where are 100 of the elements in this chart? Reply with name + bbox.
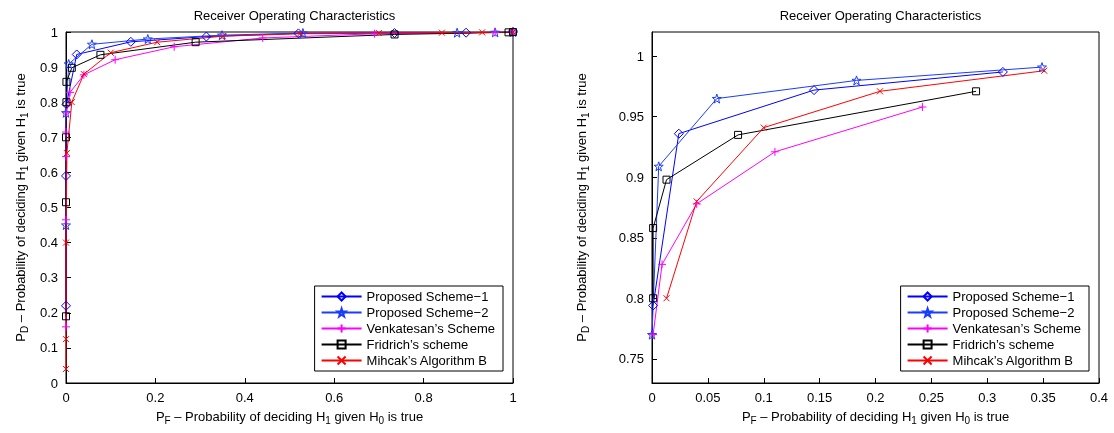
point [62,133,70,142]
legend-label: Fridrich’s scheme [366,337,469,352]
y-tick-label: 0.1 [39,340,58,356]
point [142,34,153,45]
chart-title: Receiver Operating Characteristics [193,8,396,23]
point [67,63,76,72]
point [734,130,743,139]
x-tick-label: 0 [62,390,70,405]
point [61,322,71,332]
x-tick-label: 0.15 [806,390,833,405]
x-tick-label: 0.4 [1089,390,1109,405]
x-tick-label: 0.6 [325,390,344,405]
legend-label: Fridrich’s scheme [952,337,1055,352]
y-axis-title: PD – Probability of deciding H1 given H1 is true [12,73,30,342]
x-tick-label: 1 [509,390,517,405]
point [452,27,463,38]
point [62,335,70,343]
point [369,29,379,39]
y-tick-label: 0.8 [625,290,644,306]
point [648,300,659,311]
point [1040,67,1048,75]
point [61,152,71,162]
x-tick-label: 0.25 [918,390,945,405]
point [809,85,820,96]
y-tick-label: 0.2 [39,305,58,321]
point [63,58,74,69]
y-tick-label: 0.85 [618,230,644,246]
y-tick-label: 0.5 [39,200,58,215]
point [125,36,136,47]
point [438,29,446,37]
point [62,77,71,86]
point [770,147,780,157]
x-tick-label: 0.35 [1030,390,1056,405]
point [711,93,722,104]
legend-label: Proposed Scheme−2 [952,305,1075,320]
point [876,87,884,95]
legend-label: Mihcak’s Algorithm B [952,353,1074,368]
point [653,161,664,172]
point [62,198,70,207]
point [61,215,71,225]
point [110,55,120,65]
point [673,128,684,139]
point [62,239,70,247]
x-tick-label: 0.05 [695,390,721,405]
point [107,49,115,57]
point [972,87,981,96]
point [663,294,671,302]
point [96,50,105,59]
x-tick-label: 0.3 [978,390,997,405]
point [201,31,212,42]
legend-label: Proposed Scheme−1 [952,289,1075,304]
point [71,49,82,60]
x-tick-label: 0.4 [235,390,254,405]
point [258,33,268,43]
point [1037,62,1048,73]
y-tick-label: 0.4 [39,235,58,251]
point [65,87,75,97]
point [657,259,667,269]
point [61,127,71,137]
point [504,28,513,37]
legend-label: Mihcak’s Algorithm B [366,353,488,368]
point [997,66,1008,77]
legend-label: Proposed Scheme−1 [366,289,489,304]
y-tick-label: 0.9 [39,59,58,75]
point [375,29,383,37]
point [662,175,671,184]
legend-label: Venkatesan’s Scheme [952,321,1082,336]
y-tick-label: 0.75 [618,351,644,367]
y-tick-label: 0.3 [39,270,58,286]
point [297,28,308,39]
point [851,75,862,86]
point [61,170,71,181]
point [478,28,486,36]
point [191,38,200,47]
legend-label: Venkatesan’s Scheme [366,321,496,336]
point [760,124,768,132]
x-tick-label: 0.2 [146,390,165,405]
y-tick-label: 0.9 [625,169,644,185]
x-tick-label: 0.2 [866,390,885,405]
y-tick-label: 0.8 [39,94,58,110]
point [68,98,76,106]
point [86,39,97,50]
y-tick-label: 0.7 [39,129,58,145]
point [461,27,472,38]
y-tick-label: 0 [50,375,58,391]
point [917,102,927,112]
x-tick-label: 0 [648,390,656,405]
y-axis-title: PD – Probability of deciding H1 given H1 is true [573,73,591,342]
point [61,300,71,311]
point [649,224,658,233]
point [169,42,179,52]
point [153,38,161,46]
y-tick-label: 0.6 [39,164,58,180]
x-tick-label: 0.1 [754,390,773,405]
point [693,197,701,205]
y-tick-label: 1 [636,48,644,64]
y-tick-label: 0.95 [618,109,644,125]
y-tick-label: 1 [50,24,58,40]
chart-title: Receiver Operating Characteristics [779,8,982,23]
point [63,149,71,157]
